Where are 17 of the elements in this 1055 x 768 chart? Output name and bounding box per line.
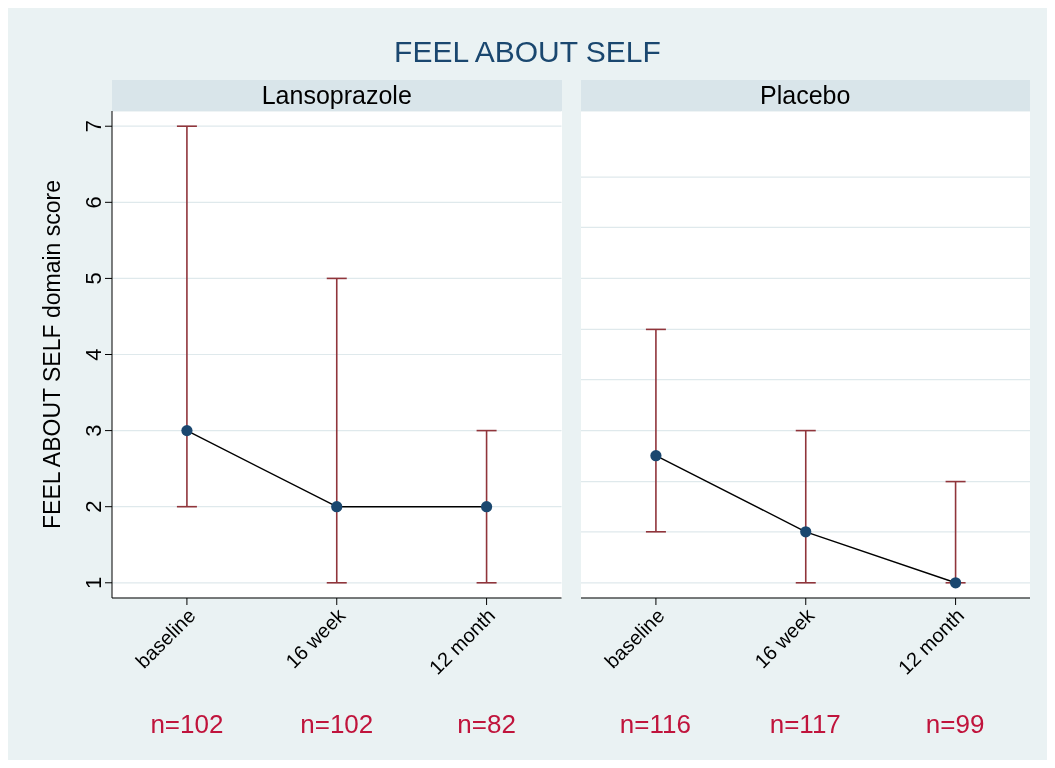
text: n=117 bbox=[769, 708, 841, 740]
text: n=102 bbox=[300, 708, 374, 740]
y-tick-label: 3 bbox=[81, 424, 106, 437]
chart-subtitle: Placebo bbox=[760, 81, 851, 110]
y-tick-label: 5 bbox=[81, 272, 106, 285]
text: n=102 bbox=[150, 708, 224, 740]
chart-title: FEEL ABOUT SELF bbox=[394, 35, 661, 69]
y-tick-label: 6 bbox=[81, 196, 106, 209]
y-tick-label: 2 bbox=[81, 500, 106, 513]
text: n=82 bbox=[457, 708, 516, 740]
y-tick-label: 7 bbox=[81, 120, 106, 133]
y-axis-title: FEEL ABOUT SELF domain score bbox=[39, 180, 65, 529]
text: n=116 bbox=[619, 708, 691, 740]
chart-subtitle: Lansoprazole bbox=[261, 81, 412, 110]
y-tick-label: 4 bbox=[81, 348, 106, 361]
y-tick-label: 1 bbox=[81, 576, 106, 589]
text: n=99 bbox=[925, 708, 985, 740]
